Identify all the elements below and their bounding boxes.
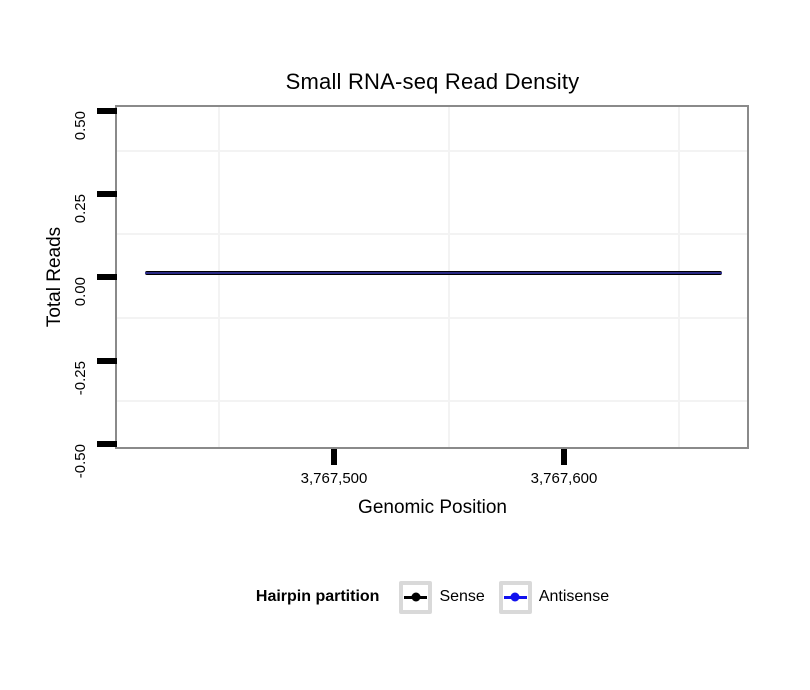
y-axis-tick [97, 108, 117, 114]
plot-panel [115, 105, 749, 449]
minor-gridline-vertical [218, 107, 220, 447]
legend-label-antisense: Antisense [538, 588, 610, 605]
legend-label-sense: Sense [439, 588, 485, 605]
x-tick-label: 3,767,600 [530, 470, 598, 487]
minor-gridline-horizontal [117, 317, 747, 319]
minor-gridline-horizontal [117, 150, 747, 152]
minor-gridline-vertical [448, 107, 450, 447]
y-tick-label: 0.50 [72, 111, 89, 141]
minor-gridline-horizontal [117, 400, 747, 402]
y-tick-label: -0.50 [72, 444, 89, 479]
x-axis-tick [561, 449, 567, 465]
x-tick-label: 3,767,500 [300, 470, 368, 487]
y-axis-tick [97, 358, 117, 364]
y-tick-label: -0.25 [72, 361, 89, 396]
y-axis-title: Total Reads [44, 226, 65, 328]
legend: Hairpin partition Sense Antisense [117, 579, 748, 615]
sense-dot-icon [411, 592, 421, 602]
minor-gridline-horizontal [117, 233, 747, 235]
antisense-dot-icon [510, 592, 520, 602]
legend-key-sense [399, 580, 433, 614]
legend-key-antisense [498, 580, 532, 614]
y-axis-tick [97, 441, 117, 447]
chart-title: Small RNA-seq Read Density [285, 69, 580, 94]
x-axis-title: Genomic Position [358, 497, 507, 518]
minor-gridline-vertical [678, 107, 680, 447]
legend-title: Hairpin partition [255, 588, 380, 605]
y-tick-label: 0.25 [72, 194, 89, 224]
x-axis-tick [331, 449, 337, 465]
read-density-line [145, 271, 722, 275]
y-axis-tick [97, 274, 117, 280]
y-axis-tick [97, 191, 117, 197]
